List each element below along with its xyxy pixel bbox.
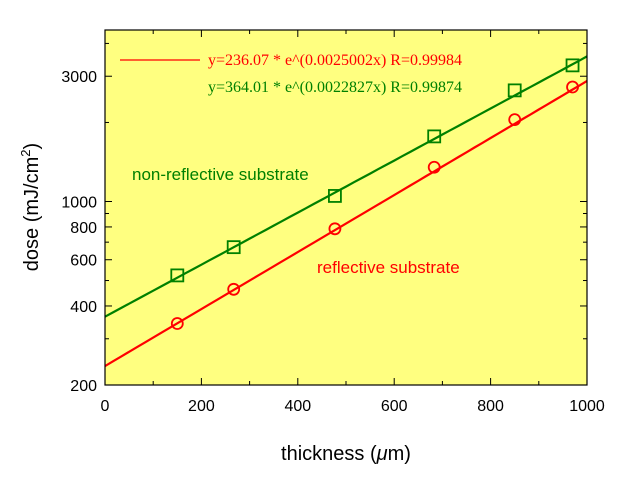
data-point-nonreflective — [427, 129, 442, 144]
data-point-nonreflective — [507, 83, 522, 98]
annotation-nonreflective: non-reflective substrate — [132, 165, 309, 184]
fit-line-nonreflective — [105, 55, 587, 318]
data-point-nonreflective — [565, 58, 580, 73]
x-tick-label: 800 — [477, 398, 504, 415]
data-point-nonreflective — [226, 240, 241, 255]
x-tick-label: 1000 — [569, 398, 605, 415]
data-point-nonreflective — [170, 268, 185, 283]
y-tick-label: 800 — [70, 220, 97, 237]
data-point-reflective — [508, 113, 522, 127]
annotation-reflective: reflective substrate — [317, 258, 460, 277]
x-tick-label: 400 — [284, 398, 311, 415]
y-tick-label: 600 — [70, 253, 97, 270]
data-point-reflective — [170, 317, 184, 330]
y-tick-label: 400 — [70, 299, 97, 316]
chart-marks — [105, 55, 587, 368]
fit-line-reflective — [105, 80, 587, 368]
y-tick-label: 3000 — [61, 69, 97, 86]
x-tick-label: 0 — [101, 398, 110, 415]
data-point-reflective — [427, 160, 441, 174]
data-point-reflective — [227, 282, 241, 296]
data-point-nonreflective — [328, 189, 342, 203]
x-tick-label: 600 — [381, 398, 408, 415]
x-tick-label: 200 — [188, 398, 215, 415]
x-axis-title: thickness (μm) — [281, 443, 411, 465]
data-point-reflective — [328, 222, 342, 236]
fit-label-nonreflective: y=364.01 * e^(0.0022827x) R=0.99874 — [208, 79, 462, 96]
fit-label-reflective: y=236.07 * e^(0.0025002x) R=0.99984 — [208, 52, 462, 69]
y-axis-title: dose (mJ/cm2) — [18, 143, 43, 271]
plot-area — [105, 30, 587, 385]
y-tick-label: 1000 — [61, 194, 97, 211]
y-tick-label: 200 — [70, 378, 97, 395]
data-point-reflective — [566, 80, 579, 94]
